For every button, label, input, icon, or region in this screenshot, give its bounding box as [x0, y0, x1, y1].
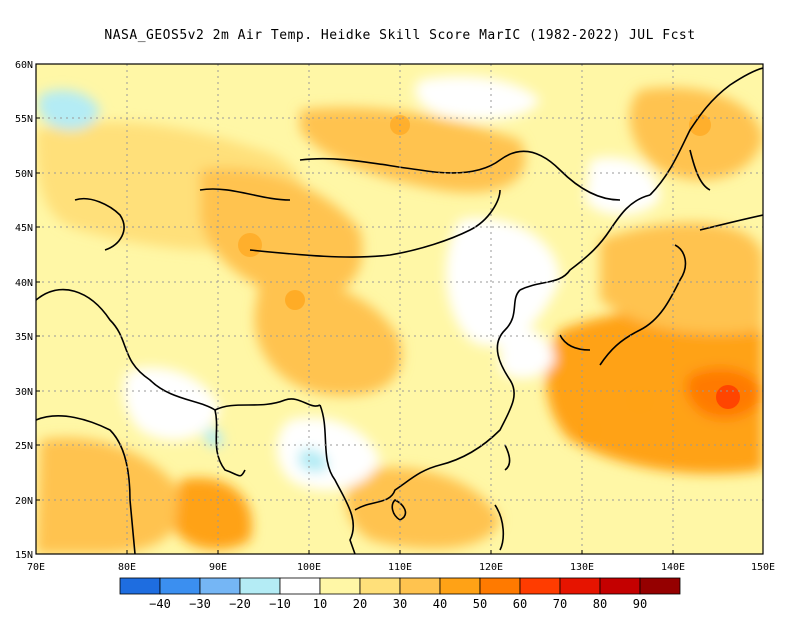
- colorbar-swatch: [519, 577, 561, 595]
- lat-tick-label: 40N: [15, 278, 33, 289]
- colorbar-label: −10: [269, 597, 291, 611]
- colorbar-label: 40: [433, 597, 447, 611]
- colorbar-label: 10: [313, 597, 327, 611]
- colorbar: −40 −30 −20 −10 10 20 30 40 50 60 70 80 90: [119, 577, 681, 611]
- lat-axis: 60N 55N 50N 45N 40N 35N 30N 25N 20N 15N: [15, 60, 33, 561]
- colorbar-swatch: [199, 577, 241, 595]
- colorbar-swatch: [239, 577, 281, 595]
- lon-tick-label: 100E: [297, 562, 321, 573]
- colorbar-label: −20: [229, 597, 251, 611]
- gridlines: [36, 64, 763, 554]
- colorbar-swatch: [559, 577, 601, 595]
- lon-tick-label: 90E: [209, 562, 227, 573]
- colorbar-swatch: [439, 577, 481, 595]
- lat-tick-label: 15N: [15, 550, 33, 561]
- region-central-asia: [200, 168, 363, 300]
- colorbar-label: 90: [633, 597, 647, 611]
- colorbar-swatch: [479, 577, 521, 595]
- lon-tick-label: 80E: [118, 562, 136, 573]
- lon-tick-label: 130E: [570, 562, 594, 573]
- lon-tick-label: 70E: [27, 562, 45, 573]
- colorbar-label: 30: [393, 597, 407, 611]
- lat-tick-label: 20N: [15, 496, 33, 507]
- lat-tick-label: 60N: [15, 60, 33, 71]
- coastlines: [36, 67, 763, 554]
- lon-tick-label: 120E: [479, 562, 503, 573]
- colorbar-swatch: [279, 577, 321, 595]
- colorbar-label: 60: [513, 597, 527, 611]
- colorbar-swatch: [599, 577, 641, 595]
- lat-tick-label: 55N: [15, 114, 33, 125]
- lat-tick-label: 35N: [15, 332, 33, 343]
- colorbar-label: 80: [593, 597, 607, 611]
- colorbar-swatch: [159, 577, 201, 595]
- colorbar-swatch: [399, 577, 441, 595]
- lon-tick-label: 110E: [388, 562, 412, 573]
- colorbar-label: −40: [149, 597, 171, 611]
- lat-tick-label: 30N: [15, 387, 33, 398]
- colorbar-label: 50: [473, 597, 487, 611]
- colorbar-swatch: [119, 577, 161, 595]
- lon-axis: 70E 80E 90E 100E 110E 120E 130E 140E 150…: [27, 562, 775, 573]
- colorbar-label: 20: [353, 597, 367, 611]
- skill-field: [36, 64, 763, 554]
- lat-tick-label: 25N: [15, 441, 33, 452]
- lon-tick-label: 150E: [751, 562, 775, 573]
- lon-tick-label: 140E: [661, 562, 685, 573]
- lat-tick-label: 50N: [15, 169, 33, 180]
- colorbar-swatch: [639, 577, 681, 595]
- chart-title: NASA_GEOS5v2 2m Air Temp. Heidke Skill S…: [104, 28, 696, 43]
- colorbar-label: −30: [189, 597, 211, 611]
- colorbar-swatch: [319, 577, 361, 595]
- tick-marks: [35, 63, 764, 555]
- colorbar-label: 70: [553, 597, 567, 611]
- colorbar-swatch: [359, 577, 401, 595]
- lat-tick-label: 45N: [15, 223, 33, 234]
